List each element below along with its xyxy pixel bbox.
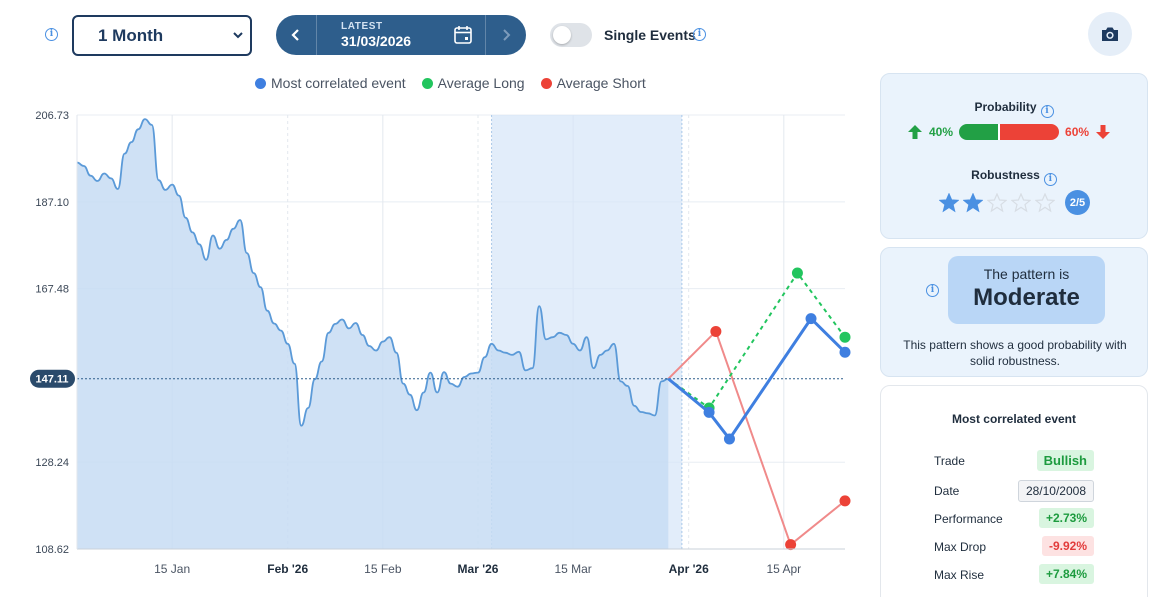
event-row-label: Max Drop: [934, 540, 987, 554]
legend-item-average-long[interactable]: Average Long: [421, 75, 525, 91]
legend-item-average-short[interactable]: Average Short: [540, 75, 646, 91]
short-percent: 60%: [1065, 125, 1090, 139]
legend-label: Most correlated event: [271, 75, 406, 91]
y-tick-label: 206.73: [35, 110, 69, 122]
chevron-left-icon: [291, 29, 299, 41]
probability-bar: [959, 124, 1060, 140]
screenshot-button[interactable]: [1088, 12, 1132, 56]
chart-legend: Most correlated event Average Long Avera…: [255, 75, 646, 91]
x-tick-label: 15 Mar: [554, 562, 591, 576]
star-empty-icon: [1035, 192, 1055, 212]
probability-info-icon[interactable]: i: [1040, 105, 1054, 118]
most-correlated-point: [703, 406, 715, 418]
y-tick-label: 108.62: [35, 544, 69, 556]
event-row-label: Performance: [934, 512, 1003, 526]
pattern-level: Moderate: [973, 284, 1080, 311]
event-row-date: Date 28/10/2008: [934, 480, 1094, 502]
legend-dot: [540, 77, 552, 89]
price-area: [77, 119, 669, 549]
max-rise-value: +7.84%: [1038, 564, 1094, 584]
trade-badge: Bullish: [1036, 450, 1094, 471]
date-value: 31/03/2026: [341, 33, 412, 49]
most-correlated-point: [805, 313, 817, 325]
next-date-button[interactable]: [486, 15, 526, 55]
chevron-right-icon: [503, 29, 511, 41]
legend-dot: [421, 77, 433, 89]
star-filled-icon: [939, 192, 959, 212]
star-empty-icon: [1011, 192, 1031, 212]
robustness-badge: 2/5: [1065, 190, 1090, 215]
arrow-down-icon: [1096, 125, 1111, 139]
camera-icon: [1102, 27, 1118, 41]
legend-item-most-correlated[interactable]: Most correlated event: [255, 75, 406, 91]
event-row-max-rise: Max Rise +7.84%: [934, 564, 1094, 584]
current-value-label: 147.11: [35, 374, 68, 386]
period-select-value: 1 Month: [98, 25, 164, 45]
period-info-icon[interactable]: i: [45, 28, 58, 41]
event-panel: Most correlated event Trade Bullish Date…: [880, 385, 1148, 597]
average-short-point: [839, 495, 851, 507]
most-correlated-point: [723, 433, 735, 445]
single-events-label: Single Events: [604, 27, 696, 43]
average-short-line: [667, 329, 846, 547]
event-date-value: 28/10/2008: [1017, 480, 1094, 502]
event-row-label: Date: [934, 484, 960, 498]
star-filled-icon: [963, 192, 983, 212]
most-correlated-point: [839, 346, 851, 358]
single-events-toggle[interactable]: [550, 23, 592, 47]
pattern-caption: The pattern is: [983, 266, 1070, 282]
current-value-badge: [30, 369, 75, 388]
pattern-panel: i The pattern is Moderate This pattern s…: [880, 247, 1148, 377]
star-empty-icon: [987, 192, 1007, 212]
event-panel-title: Most correlated event: [951, 412, 1077, 426]
single-events-info-icon[interactable]: i: [693, 28, 706, 41]
performance-value: +2.73%: [1038, 508, 1094, 528]
y-tick-label: 128.24: [35, 457, 69, 469]
probability-title: Probability i: [881, 100, 1147, 118]
x-tick-label: 15 Apr: [766, 562, 801, 576]
previous-date-button[interactable]: [276, 15, 316, 55]
date-navigator: LATEST 31/03/2026: [276, 15, 526, 55]
robustness-stars: 2/5: [939, 190, 1090, 215]
chevron-down-icon: [233, 32, 243, 39]
long-percent: 40%: [929, 125, 954, 139]
event-row-performance: Performance +2.73%: [934, 508, 1094, 528]
arrow-up-icon: [908, 125, 922, 139]
period-select[interactable]: 1 Month: [72, 15, 252, 56]
robustness-title: Robustness i: [881, 168, 1147, 186]
average-long-line: [667, 271, 846, 410]
date-caption: LATEST: [341, 21, 383, 32]
event-row-max-drop: Max Drop -9.92%: [934, 536, 1094, 556]
probability-row: 40% 60%: [907, 124, 1111, 140]
x-tick-label: 15 Feb: [364, 562, 402, 576]
probability-bar-long: [959, 124, 999, 140]
calendar-icon[interactable]: [453, 25, 473, 45]
average-short-point: [785, 539, 797, 551]
event-row-label: Max Rise: [934, 568, 985, 582]
x-tick-label: Apr '26: [669, 562, 710, 576]
pattern-description: This pattern shows a good probability wi…: [903, 338, 1127, 368]
pattern-info-icon[interactable]: i: [926, 284, 939, 297]
y-tick-label: 187.10: [35, 197, 69, 209]
probability-bar-short: [1000, 124, 1060, 140]
probability-panel: Probability i 40% 60% Robustness i 2/5: [880, 73, 1148, 239]
x-tick-label: Feb '26: [267, 562, 308, 576]
date-display[interactable]: LATEST 31/03/2026: [317, 15, 485, 55]
pattern-level-box: The pattern is Moderate: [948, 256, 1105, 324]
average-short-point: [710, 325, 722, 337]
average-long-point: [839, 331, 851, 343]
event-row-trade: Trade Bullish: [934, 450, 1094, 471]
legend-dot: [255, 77, 266, 89]
price-chart[interactable]: 206.73 187.10 167.48 147.11 128.24 108.62 15 J…: [0, 100, 870, 597]
price-line: [76, 118, 669, 427]
x-tick-label: 15 Jan: [154, 562, 190, 576]
average-long-point: [791, 267, 803, 279]
robustness-info-icon[interactable]: i: [1043, 173, 1057, 186]
legend-label: Average Long: [437, 75, 525, 91]
y-tick-label: 167.48: [35, 284, 69, 296]
max-drop-value: -9.92%: [1041, 536, 1094, 556]
x-tick-label: Mar '26: [458, 562, 499, 576]
event-row-label: Trade: [934, 454, 965, 468]
legend-label: Average Short: [556, 75, 646, 91]
